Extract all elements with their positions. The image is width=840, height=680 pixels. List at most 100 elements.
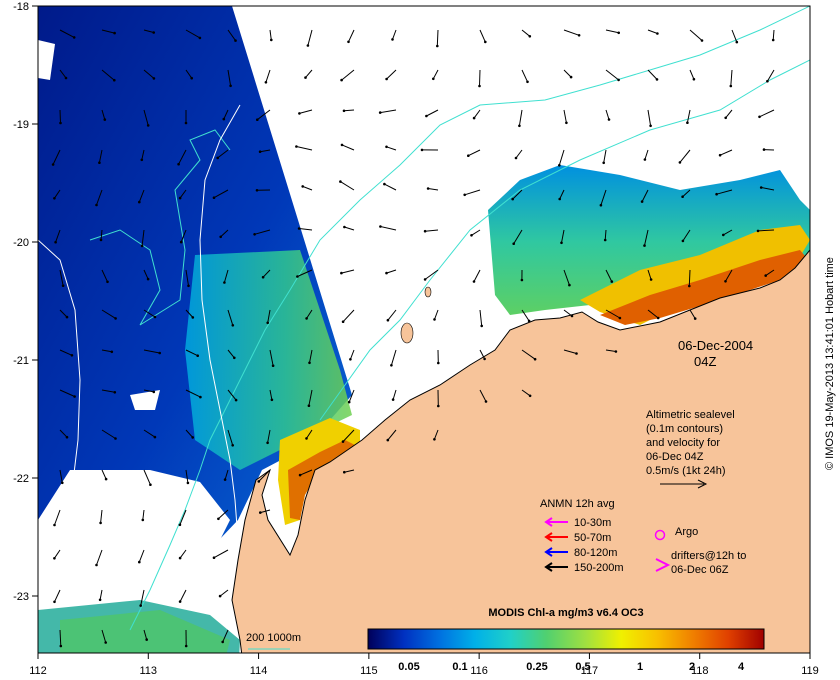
velocity-vector bbox=[305, 69, 313, 78]
colorbar-tick-label: 4 bbox=[738, 661, 745, 673]
velocity-vector-head bbox=[146, 277, 150, 281]
velocity-vector-head bbox=[528, 35, 532, 38]
velocity-vector-head bbox=[259, 511, 262, 514]
velocity-vector-head bbox=[681, 195, 684, 198]
velocity-vector-head bbox=[178, 556, 182, 560]
chl-southwest-green bbox=[60, 610, 230, 653]
velocity-vector-head bbox=[103, 118, 107, 121]
velocity-vector-head bbox=[212, 556, 216, 559]
velocity-vector-head bbox=[186, 481, 190, 485]
velocity-vector bbox=[348, 29, 355, 43]
velocity-vector bbox=[101, 429, 116, 439]
velocity-vector bbox=[143, 269, 149, 280]
credit-text: © IMOS 19-May-2013 13:41:01 Hobart time bbox=[824, 257, 836, 470]
velocity-vector-head bbox=[426, 187, 430, 190]
velocity-vector bbox=[479, 389, 487, 402]
bathy-1000m-contour bbox=[199, 104, 241, 541]
lon-tick-label: 112 bbox=[29, 665, 47, 677]
velocity-vector-head bbox=[568, 283, 571, 287]
velocity-vector-head bbox=[296, 275, 299, 278]
velocity-vector bbox=[265, 69, 271, 83]
velocity-vector-head bbox=[223, 281, 226, 284]
velocity-vector-head bbox=[722, 233, 725, 237]
velocity-vector bbox=[54, 589, 61, 603]
velocity-vector-head bbox=[520, 278, 524, 282]
velocity-vector-head bbox=[140, 244, 144, 248]
velocity-vector bbox=[558, 149, 565, 166]
velocity-vector bbox=[297, 269, 313, 277]
velocity-vector-head bbox=[113, 31, 116, 35]
velocity-vector bbox=[185, 469, 189, 483]
velocity-vector-head bbox=[301, 185, 305, 188]
velocity-vector bbox=[434, 309, 439, 320]
velocity-vector-head bbox=[425, 114, 428, 118]
velocity-vector-head bbox=[472, 116, 476, 120]
velocity-vector bbox=[386, 146, 397, 151]
velocity-vector-head bbox=[187, 284, 190, 288]
velocity-vector bbox=[605, 109, 610, 120]
velocity-vector bbox=[759, 109, 775, 118]
velocity-vector bbox=[730, 69, 733, 87]
island bbox=[400, 322, 414, 344]
velocity-vector bbox=[185, 29, 201, 39]
colorbar-tick-label: 0.25 bbox=[526, 661, 547, 673]
velocity-vector bbox=[98, 149, 103, 163]
velocity-vector bbox=[689, 309, 696, 319]
velocity-vector bbox=[757, 229, 775, 232]
lon-tick-label: 113 bbox=[140, 665, 158, 677]
velocity-vector-head bbox=[270, 398, 274, 402]
velocity-vector bbox=[390, 349, 397, 366]
velocity-vector-head bbox=[528, 394, 532, 398]
velocity-vector bbox=[224, 469, 229, 480]
velocity-vector-head bbox=[216, 156, 219, 160]
velocity-vector bbox=[96, 189, 103, 206]
velocity-vector bbox=[54, 509, 61, 526]
velocity-vector-head bbox=[229, 84, 232, 88]
velocity-vector bbox=[392, 389, 397, 400]
velocity-vector-head bbox=[610, 280, 614, 283]
velocity-vector bbox=[217, 149, 229, 159]
velocity-vector bbox=[384, 183, 397, 191]
velocity-vector-head bbox=[558, 197, 561, 201]
velocity-vector bbox=[479, 349, 486, 360]
velocity-vector-head bbox=[617, 78, 620, 82]
velocity-vector bbox=[563, 309, 573, 317]
velocity-vector bbox=[143, 349, 160, 354]
velocity-vector-head bbox=[114, 437, 117, 440]
velocity-vector-head bbox=[51, 163, 55, 166]
velocity-vector-head bbox=[655, 78, 659, 81]
velocity-vector-head bbox=[729, 84, 733, 88]
velocity-vector-head bbox=[196, 354, 199, 358]
velocity-vector-head bbox=[233, 356, 236, 360]
velocity-vector-head bbox=[759, 186, 763, 189]
velocity-vector-head bbox=[223, 478, 227, 481]
velocity-vector-head bbox=[617, 31, 620, 35]
velocity-vector-head bbox=[379, 225, 382, 228]
velocity-vector bbox=[604, 229, 607, 241]
velocity-vector bbox=[473, 269, 481, 282]
velocity-vector bbox=[227, 29, 236, 41]
velocity-vector-head bbox=[715, 192, 718, 196]
velocity-vector-head bbox=[391, 38, 394, 41]
velocity-vector bbox=[725, 269, 733, 282]
velocity-vector-head bbox=[95, 203, 98, 207]
velocity-vector-head bbox=[222, 117, 226, 121]
chl-shelf-west bbox=[185, 250, 352, 470]
velocity-vector bbox=[761, 187, 775, 191]
velocity-vector-head bbox=[198, 36, 202, 40]
velocity-vector bbox=[101, 69, 115, 81]
velocity-vector bbox=[386, 69, 397, 80]
velocity-vector bbox=[52, 149, 61, 165]
velocity-vector bbox=[178, 149, 187, 165]
velocity-vector-head bbox=[61, 481, 64, 485]
velocity-vector-head bbox=[570, 314, 574, 318]
velocity-vector-head bbox=[386, 318, 390, 322]
velocity-vector bbox=[59, 349, 73, 356]
velocity-vector bbox=[425, 229, 439, 232]
velocity-vector-head bbox=[511, 197, 514, 201]
velocity-vector bbox=[682, 189, 691, 198]
velocity-vector bbox=[647, 269, 652, 280]
velocity-vector bbox=[185, 269, 189, 286]
velocity-vector-head bbox=[65, 435, 69, 439]
velocity-vector-head bbox=[681, 239, 685, 243]
